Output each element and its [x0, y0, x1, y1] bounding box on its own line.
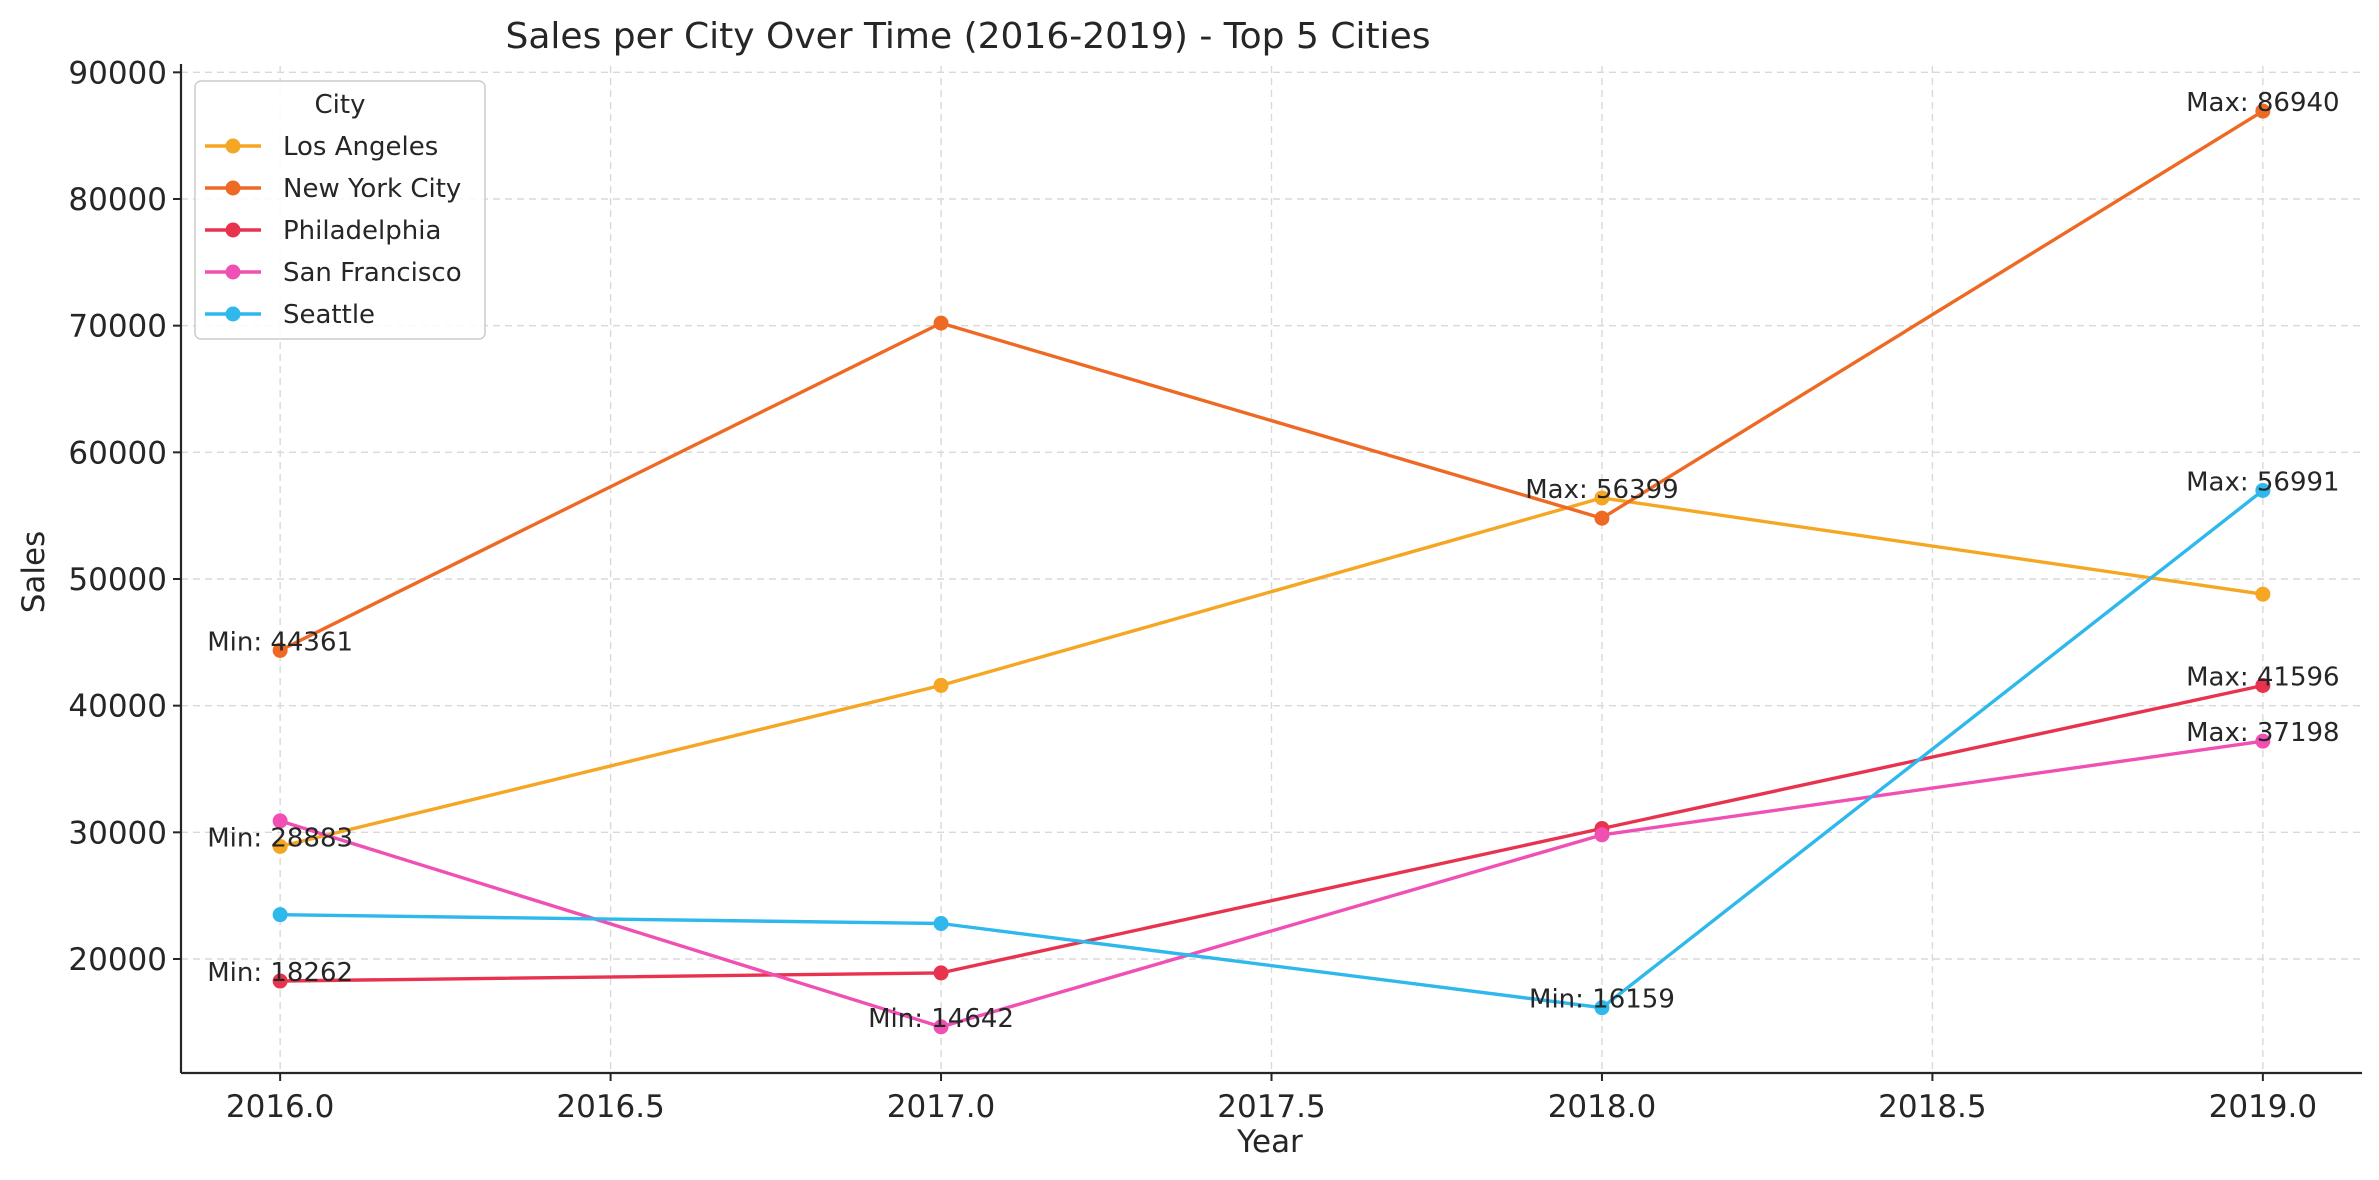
series-san-francisco — [272, 733, 2271, 1035]
series-seattle — [272, 482, 2271, 1016]
data-point-new-york-city — [1594, 510, 1610, 526]
legend-swatch-marker — [225, 306, 241, 322]
legend: City Los Angeles New York City Philadelphi… — [194, 80, 486, 340]
data-point-los-angeles — [933, 677, 949, 693]
data-annotation: Min: 14642 — [868, 1004, 1014, 1034]
series-line-los-angeles — [279, 496, 2264, 849]
data-annotation: Min: 44361 — [207, 627, 353, 657]
x-tick-label: 2018.0 — [1548, 1089, 1656, 1125]
data-point-new-york-city — [2255, 103, 2271, 119]
series-los-angeles — [272, 490, 2271, 854]
series-layer — [272, 103, 2271, 1035]
legend-title: City — [315, 90, 366, 120]
data-annotation: Min: 18262 — [207, 958, 353, 988]
data-point-san-francisco — [1594, 827, 1610, 843]
x-axis-label: Year — [1236, 1124, 1303, 1160]
data-annotation: Max: 37198 — [2186, 718, 2340, 748]
grid-lines — [181, 66, 2362, 1073]
x-tick-label: 2019.0 — [2209, 1089, 2317, 1125]
legend-swatch-marker — [225, 264, 241, 280]
x-tick-label: 2016.0 — [226, 1089, 334, 1125]
annotations: Min: 44361 Min: 28883 Min: 18262 Min: 14642… — [207, 88, 2339, 1034]
legend-label: San Francisco — [283, 258, 462, 288]
legend-label: New York City — [283, 174, 461, 204]
series-line-philadelphia — [280, 683, 2264, 983]
data-point-seattle — [2255, 482, 2271, 498]
x-tick-label: 2016.5 — [556, 1089, 664, 1125]
x-tick-label: 2017.5 — [1217, 1089, 1325, 1125]
data-point-new-york-city — [272, 642, 288, 658]
y-tick-label: 80000 — [68, 182, 167, 218]
series-new-york-city — [272, 103, 2271, 658]
y-axis-label: Sales — [16, 531, 52, 614]
legend-label: Los Angeles — [283, 132, 438, 162]
legend-item-philadelphia: Philadelphia — [205, 216, 441, 246]
y-tick-label: 70000 — [68, 309, 167, 345]
data-point-san-francisco — [2255, 733, 2271, 749]
legend-item-los-angeles: Los Angeles — [205, 132, 438, 162]
data-point-seattle — [272, 907, 288, 923]
legend-label: Philadelphia — [283, 216, 441, 246]
data-point-philadelphia — [2255, 677, 2271, 693]
y-axis-ticks: 20000 30000 40000 50000 60000 70000 80000 90000 — [68, 55, 181, 978]
series-philadelphia — [272, 677, 2271, 989]
y-tick-label: 90000 — [68, 55, 167, 91]
series-line-san-francisco — [279, 739, 2264, 1029]
y-tick-label: 30000 — [68, 815, 167, 851]
legend-swatch-marker — [225, 222, 241, 238]
x-tick-label: 2018.5 — [1878, 1089, 1986, 1125]
data-point-san-francisco — [933, 1019, 949, 1035]
data-point-new-york-city — [933, 315, 949, 331]
series-line-new-york-city — [279, 109, 2264, 652]
data-annotation: Max: 56991 — [2186, 467, 2340, 497]
data-point-los-angeles — [2255, 586, 2271, 602]
x-tick-label: 2017.0 — [887, 1089, 995, 1125]
data-point-san-francisco — [272, 813, 288, 829]
legend-swatch-marker — [225, 138, 241, 154]
y-tick-label: 20000 — [68, 942, 167, 978]
data-point-philadelphia — [272, 973, 288, 989]
chart-title: Sales per City Over Time (2016-2019) - T… — [506, 16, 1431, 57]
data-annotation: Min: 28883 — [207, 823, 353, 853]
data-annotation: Min: 16159 — [1529, 985, 1675, 1015]
data-point-los-angeles — [1594, 490, 1610, 506]
legend-item-san-francisco: San Francisco — [205, 258, 462, 288]
legend-item-new-york-city: New York City — [205, 174, 461, 204]
data-annotation: Max: 86940 — [2186, 88, 2340, 118]
data-point-seattle — [933, 916, 949, 932]
y-tick-label: 40000 — [68, 689, 167, 725]
data-point-los-angeles — [272, 838, 288, 854]
legend-frame — [194, 80, 486, 340]
series-line-seattle — [280, 489, 2264, 1010]
legend-item-seattle: Seattle — [205, 300, 375, 330]
y-tick-label: 50000 — [68, 562, 167, 598]
data-annotation: Max: 56399 — [1525, 475, 1679, 505]
data-point-seattle — [1594, 1000, 1610, 1016]
legend-swatch-marker — [225, 180, 241, 196]
data-point-philadelphia — [933, 965, 949, 981]
x-axis-ticks: 2016.0 2016.5 2017.0 2017.5 2018.0 2018.5 2019… — [226, 1073, 2317, 1125]
y-tick-label: 60000 — [68, 435, 167, 471]
legend-items: Los Angeles New York City Philadelphia San … — [205, 132, 462, 330]
legend-label: Seattle — [283, 300, 375, 330]
data-annotation: Max: 41596 — [2186, 662, 2340, 692]
